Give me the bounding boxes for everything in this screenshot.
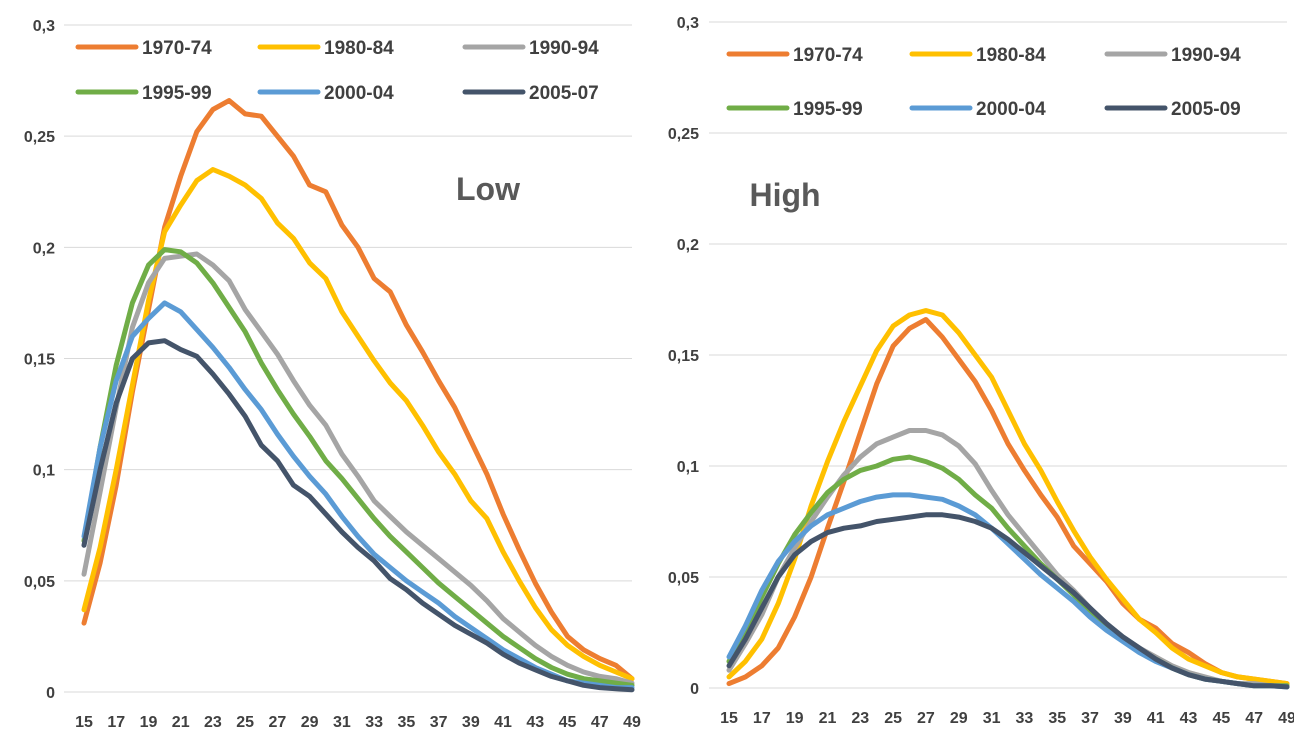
- series-line-1995-99: [81, 247, 635, 688]
- x-tick-label: 37: [1081, 710, 1099, 727]
- series-line-1970-74: [726, 317, 1290, 687]
- x-tick-label: 25: [884, 710, 902, 727]
- series-line-1990-94: [81, 251, 635, 686]
- series-line-2005-09: [726, 512, 1290, 690]
- x-tick-label: 17: [753, 710, 771, 727]
- x-tick-label: 45: [1212, 710, 1230, 727]
- x-tick-label: 33: [1016, 710, 1034, 727]
- y-tick-label: 0,3: [33, 18, 55, 35]
- series-line-2005-07: [81, 338, 635, 693]
- y-tick-label: 0,15: [668, 348, 699, 365]
- y-tick-label: 0: [690, 681, 699, 698]
- legend-label: 1970-74: [142, 38, 212, 59]
- x-tick-label: 33: [365, 714, 383, 731]
- legend-label: 1980-84: [324, 38, 394, 59]
- series-line-2000-04: [726, 492, 1290, 690]
- x-tick-label: 27: [269, 714, 287, 731]
- y-tick-label: 0,1: [33, 463, 55, 480]
- legend-label: 1995-99: [142, 83, 212, 104]
- x-tick-label: 15: [75, 714, 93, 731]
- y-tick-label: 0,2: [677, 237, 699, 254]
- x-tick-label: 41: [494, 714, 512, 731]
- x-tick-label: 17: [107, 714, 125, 731]
- series-line-1970-74: [81, 98, 635, 682]
- series-line-1980-84: [726, 308, 1290, 687]
- legend-label: 1970-74: [793, 45, 863, 66]
- legend-label: 2000-04: [976, 99, 1046, 120]
- y-tick-label: 0: [46, 685, 55, 702]
- y-tick-label: 0,1: [677, 459, 699, 476]
- low-panel-chart: 0 0,05 0,1 0,15 0,2 0,25 0,3 15 17 19 21 23 25 27 29 31…: [24, 18, 641, 731]
- x-tick-label: 19: [140, 714, 158, 731]
- x-tick-label: 47: [1245, 710, 1263, 727]
- x-tick-label: 45: [559, 714, 577, 731]
- x-tick-label: 23: [851, 710, 869, 727]
- y-tick-label: 0,05: [668, 570, 699, 587]
- x-tick-label: 29: [950, 710, 968, 727]
- x-tick-label: 43: [526, 714, 544, 731]
- x-tick-label: 39: [462, 714, 480, 731]
- y-tick-label: 0,15: [24, 352, 55, 369]
- y-tick-label: 0,3: [677, 15, 699, 32]
- legend-label: 1990-94: [1171, 45, 1241, 66]
- x-tick-label: 21: [172, 714, 190, 731]
- x-tick-label: 49: [623, 714, 641, 731]
- panel-label: Low: [456, 171, 520, 207]
- x-tick-label: 49: [1278, 710, 1294, 727]
- x-tick-label: 31: [333, 714, 351, 731]
- x-tick-label: 35: [1048, 710, 1066, 727]
- legend-label: 1980-84: [976, 45, 1046, 66]
- x-tick-label: 31: [983, 710, 1001, 727]
- x-tick-label: 19: [786, 710, 804, 727]
- legend-label: 2000-04: [324, 83, 394, 104]
- legend-label: 2005-07: [529, 83, 599, 104]
- x-tick-label: 35: [397, 714, 415, 731]
- panel-label: High: [749, 177, 820, 213]
- y-tick-label: 0,25: [24, 129, 55, 146]
- x-tick-label: 39: [1114, 710, 1132, 727]
- x-tick-label: 21: [819, 710, 837, 727]
- legend-label: 1990-94: [529, 38, 599, 59]
- x-tick-label: 29: [301, 714, 319, 731]
- x-tick-label: 47: [591, 714, 609, 731]
- x-tick-label: 37: [430, 714, 448, 731]
- y-tick-label: 0,05: [24, 574, 55, 591]
- x-tick-label: 27: [917, 710, 935, 727]
- x-tick-label: 15: [720, 710, 738, 727]
- legend-label: 1995-99: [793, 99, 863, 120]
- x-tick-label: 25: [236, 714, 254, 731]
- series-line-1990-94: [726, 428, 1290, 689]
- high-panel-chart: 0 0,05 0,1 0,15 0,2 0,25 0,3 15 17 19 21 23 25 27 29 31…: [668, 15, 1294, 727]
- legend-label: 2005-09: [1171, 99, 1241, 120]
- x-tick-label: 23: [204, 714, 222, 731]
- y-tick-label: 0,25: [668, 126, 699, 143]
- x-tick-label: 41: [1147, 710, 1165, 727]
- series-line-1980-84: [81, 167, 635, 682]
- x-tick-label: 43: [1180, 710, 1198, 727]
- y-tick-label: 0,2: [33, 240, 55, 257]
